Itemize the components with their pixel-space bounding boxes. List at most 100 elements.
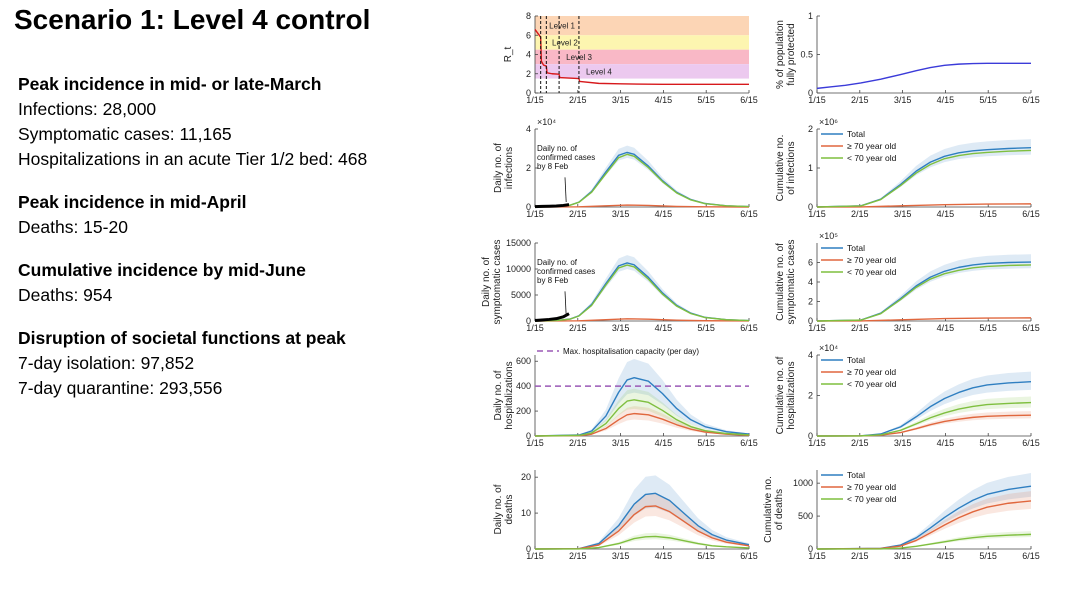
- x-tick-label: 2/15: [569, 209, 587, 219]
- legend-label: Total: [847, 355, 865, 365]
- x-tick-label: 5/15: [979, 323, 997, 333]
- x-tick-label: 6/15: [740, 95, 758, 105]
- series-line-over70: [534, 318, 750, 322]
- y-tick-label: 0: [526, 431, 531, 441]
- summary-section-peak-april: Peak incidence in mid-April Deaths: 15-2…: [18, 190, 458, 240]
- x-tick-label: 4/15: [655, 209, 673, 219]
- chart-cum-deaths: 1/15 2/15 3/15 4/15 5/15 6/15 0 500 1000 Cumulati…: [763, 470, 1040, 561]
- x-tick-label: 3/15: [612, 209, 630, 219]
- uncertainty-band: [817, 531, 1031, 549]
- legend-label: ≥ 70 year old: [847, 255, 896, 265]
- y-axis-exponent: ×10⁴: [537, 117, 556, 127]
- y-tick-label: 0.5: [800, 50, 813, 60]
- x-tick-label: 4/15: [655, 438, 673, 448]
- chart-daily-infections: 1/15 2/15 3/15 4/15 5/15 6/15 0 2 4 ×10⁴ Daily no.…: [493, 117, 758, 219]
- x-tick-label: 4/15: [937, 323, 955, 333]
- x-tick-label: 5/15: [979, 551, 997, 561]
- x-tick-label: 6/15: [740, 209, 758, 219]
- x-tick-label: 6/15: [1022, 551, 1040, 561]
- summary-panel: Peak incidence in mid- or late-March Inf…: [18, 72, 458, 419]
- y-tick-label: 0: [808, 316, 813, 326]
- y-tick-label: 0: [808, 88, 813, 98]
- series-line-under70: [534, 153, 750, 208]
- annotation-pointer: [564, 177, 567, 203]
- x-tick-label: 4/15: [937, 438, 955, 448]
- series-line-total: [534, 376, 750, 437]
- x-tick-label: 5/15: [697, 551, 715, 561]
- x-tick-label: 3/15: [612, 551, 630, 561]
- x-tick-label: 6/15: [740, 551, 758, 561]
- y-tick-label: 4: [808, 277, 813, 287]
- summary-section-cumulative: Cumulative incidence by mid-June Deaths:…: [18, 258, 458, 308]
- annotation-confirmed-cases: Daily no. of confirmed cases by 8 Feb: [537, 144, 595, 171]
- x-tick-label: 6/15: [1022, 323, 1040, 333]
- y-tick-label: 0: [526, 544, 531, 554]
- uncertainty-band: [535, 145, 749, 207]
- legend-label: Total: [847, 243, 865, 253]
- y-tick-label: 1: [808, 163, 813, 173]
- y-tick-label: 2: [526, 69, 531, 79]
- series-line-over70: [816, 500, 1032, 550]
- y-tick-label: 0: [526, 88, 531, 98]
- legend-label: < 70 year old: [847, 494, 897, 504]
- y-tick-label: 15000: [506, 238, 531, 248]
- y-tick-label: 5000: [511, 290, 531, 300]
- series-line-under70: [816, 264, 1032, 322]
- y-tick-label: 10: [521, 508, 531, 518]
- summary-line-cum-deaths: Deaths: 954: [18, 285, 113, 305]
- x-tick-label: 3/15: [894, 438, 912, 448]
- x-tick-label: 3/15: [612, 95, 630, 105]
- series-line-over70: [534, 505, 750, 550]
- x-tick-label: 4/15: [655, 95, 673, 105]
- x-tick-label: 1/15: [526, 438, 544, 448]
- annotation-pointer: [564, 291, 567, 317]
- x-tick-label: 2/15: [851, 551, 869, 561]
- x-tick-label: 1/15: [526, 209, 544, 219]
- series-line-rt: [534, 29, 749, 86]
- x-tick-label: 6/15: [1022, 209, 1040, 219]
- x-tick-label: 2/15: [851, 323, 869, 333]
- summary-heading: Disruption of societal functions at peak: [18, 328, 346, 348]
- x-tick-label: 5/15: [697, 323, 715, 333]
- y-tick-label: 8: [526, 11, 531, 21]
- series-line-under70: [816, 149, 1032, 208]
- y-axis-label: Cumulative no.of deaths: [763, 476, 785, 543]
- y-axis-label: Cumulative no.of infections: [775, 135, 797, 202]
- y-tick-label: 4: [526, 50, 531, 60]
- rt-level-band: [535, 64, 749, 79]
- y-tick-label: 6: [526, 30, 531, 40]
- x-tick-label: 5/15: [697, 209, 715, 219]
- x-tick-label: 3/15: [612, 323, 630, 333]
- x-tick-label: 2/15: [569, 551, 587, 561]
- chart-rt: 1/15 2/15 3/15 4/15 5/15 6/15 0 2 4 6 8 R_t Level 1 L…: [503, 11, 758, 105]
- uncertainty-band: [535, 255, 749, 321]
- y-tick-label: 600: [516, 356, 531, 366]
- chart-protected: 1/15 2/15 3/15 4/15 5/15 6/15 0 0.5 1 % of popula…: [775, 11, 1040, 105]
- y-tick-label: 0: [808, 544, 813, 554]
- series-line-over70: [816, 203, 1032, 208]
- legend-label: < 70 year old: [847, 379, 897, 389]
- rt-level-band: [535, 49, 749, 65]
- y-axis-label: Daily no. ofsymptomatic cases: [481, 239, 503, 324]
- x-tick-label: 1/15: [808, 209, 826, 219]
- uncertainty-band: [817, 371, 1031, 436]
- series-line-under70: [534, 399, 750, 437]
- x-tick-label: 1/15: [526, 551, 544, 561]
- series-line-observed: [534, 312, 570, 322]
- x-tick-label: 2/15: [851, 95, 869, 105]
- y-tick-label: 4: [526, 124, 531, 134]
- series-line-over70: [534, 412, 750, 437]
- uncertainty-band: [535, 358, 749, 436]
- x-tick-label: 4/15: [937, 209, 955, 219]
- chart-cum-hosp: 1/15 2/15 3/15 4/15 5/15 6/15 0 2 4 ×10⁴ Cumulativ…: [775, 343, 1040, 448]
- x-tick-label: 1/15: [808, 323, 826, 333]
- x-tick-label: 2/15: [851, 438, 869, 448]
- summary-line-isolation: 7-day isolation: 97,852: [18, 353, 195, 373]
- summary-section-disruption: Disruption of societal functions at peak…: [18, 326, 458, 401]
- series-line-total: [534, 492, 750, 550]
- series-line-under70: [816, 533, 1032, 550]
- rt-level-label: Level 1: [549, 22, 575, 31]
- chart-daily-hosp: 1/15 2/15 3/15 4/15 5/15 6/15 0 200 400 600Daily …: [493, 347, 758, 448]
- y-axis-label: Cumulative no. ofsymptomatic cases: [775, 239, 797, 324]
- uncertainty-band: [535, 475, 749, 549]
